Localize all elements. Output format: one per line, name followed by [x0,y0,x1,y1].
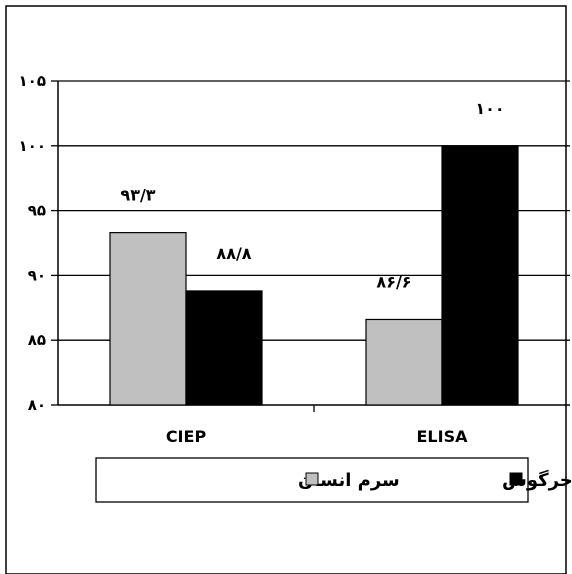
y-tick-label: ۱۰۵ [19,72,46,90]
legend-swatch-1 [509,472,523,486]
x-tick-label: ELISA [417,427,469,446]
y-tick-label: ۸۵ [28,331,46,349]
bar-ciep-0 [109,232,187,406]
data-label: ۸۶/۶ [376,272,411,291]
bar-elisa-1 [441,145,519,406]
data-label: ۱۰۰ [475,99,504,118]
bar-elisa-0 [365,318,443,406]
bar-ciep-1 [185,290,263,406]
y-tick-label: ۸۰ [28,396,46,414]
data-label: ۹۳/۳ [120,186,155,205]
data-label: ۸۸/۸ [216,244,251,263]
x-tick-label: CIEP [166,427,207,446]
legend: سرم انسانسرم خرگوش [95,457,572,503]
y-tick-label: ۱۰۰ [19,137,46,155]
y-tick-label: ۹۰ [28,266,46,284]
y-tick-label: ۹۵ [28,202,46,220]
plot-area: ۸۰ ۸۵ ۹۰ ۹۵ ۱۰۰ ۱۰۵ ۹۳/۳ ۸۸/۸ CIEP ۸۶/۶ ۱۰۰ ELISA [19,72,570,446]
legend-label-0: سرم انسان [298,470,400,491]
legend-swatch-0 [305,472,319,486]
